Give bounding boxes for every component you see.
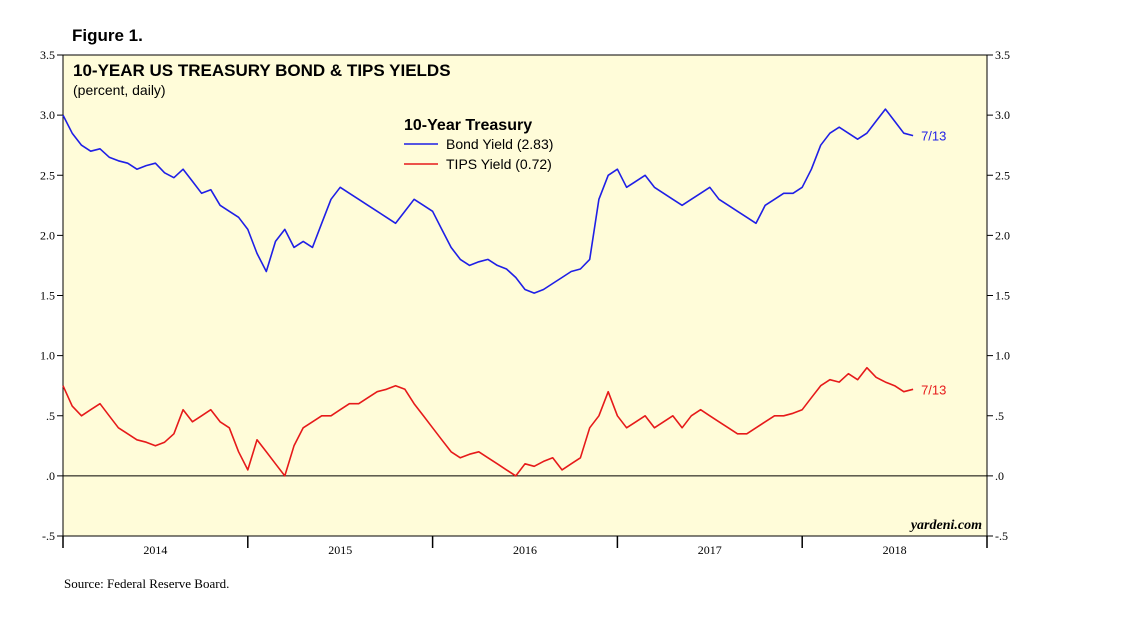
series-layer: 7/13 7/13	[62, 108, 946, 477]
legend-title: 10-Year Treasury	[404, 117, 532, 134]
legend: 10-Year Treasury Bond Yield (2.83) TIPS …	[404, 117, 553, 172]
y-tick-label-right: -.5	[995, 529, 1008, 543]
x-tick-label: 2015	[328, 543, 352, 557]
x-axis: 2014 2015 2016 2017 2018	[62, 536, 988, 557]
bond-end-label: 7/13	[921, 129, 946, 144]
y-tick-label-right: 2.5	[995, 168, 1010, 182]
legend-label-tips: TIPS Yield (0.72)	[446, 156, 552, 172]
x-tick-label: 2018	[883, 543, 907, 557]
y-tick-label-left: 3.0	[40, 108, 55, 122]
y-tick-label-right: 3.0	[995, 108, 1010, 122]
y-axis-right: 3.5 3.0 2.5 2.0 1.5 1.0 .5 .0 -.5	[987, 48, 1010, 543]
chart-subtitle: (percent, daily)	[73, 82, 166, 98]
y-tick-label-left: -.5	[42, 529, 55, 543]
chart: 3.5 3.0 2.5 2.0 1.5 1.0 .5 .0 -.5 3.5 3.0 2.5 2.0 1.…	[40, 48, 1010, 557]
y-tick-label-left: 2.0	[40, 228, 55, 242]
y-axis-left: 3.5 3.0 2.5 2.0 1.5 1.0 .5 .0 -.5	[40, 48, 63, 543]
chart-title: 10-YEAR US TREASURY BOND & TIPS YIELDS	[73, 61, 451, 80]
y-tick-label-left: .0	[46, 469, 55, 483]
y-tick-label-right: 2.0	[995, 228, 1010, 242]
y-tick-label-right: .5	[995, 409, 1004, 423]
y-tick-label-left: 2.5	[40, 168, 55, 182]
y-tick-label-right: 1.5	[995, 289, 1010, 303]
y-tick-label-right: .0	[995, 469, 1004, 483]
y-tick-label-right: 3.5	[995, 48, 1010, 62]
watermark: yardeni.com	[909, 518, 982, 533]
y-tick-label-right: 1.0	[995, 349, 1010, 363]
legend-label-bond: Bond Yield (2.83)	[446, 136, 553, 152]
tips-yield-line	[62, 366, 914, 477]
x-tick-label: 2014	[143, 543, 167, 557]
y-tick-label-left: 1.0	[40, 349, 55, 363]
tips-end-label: 7/13	[921, 382, 946, 397]
y-tick-label-left: 3.5	[40, 48, 55, 62]
figure-label: Figure 1.	[72, 26, 143, 45]
x-tick-label: 2016	[513, 543, 537, 557]
bond-yield-line	[62, 108, 914, 294]
source-note: Source: Federal Reserve Board.	[64, 576, 230, 591]
y-tick-label-left: .5	[46, 409, 55, 423]
x-tick-label: 2017	[698, 543, 722, 557]
y-tick-label-left: 1.5	[40, 289, 55, 303]
